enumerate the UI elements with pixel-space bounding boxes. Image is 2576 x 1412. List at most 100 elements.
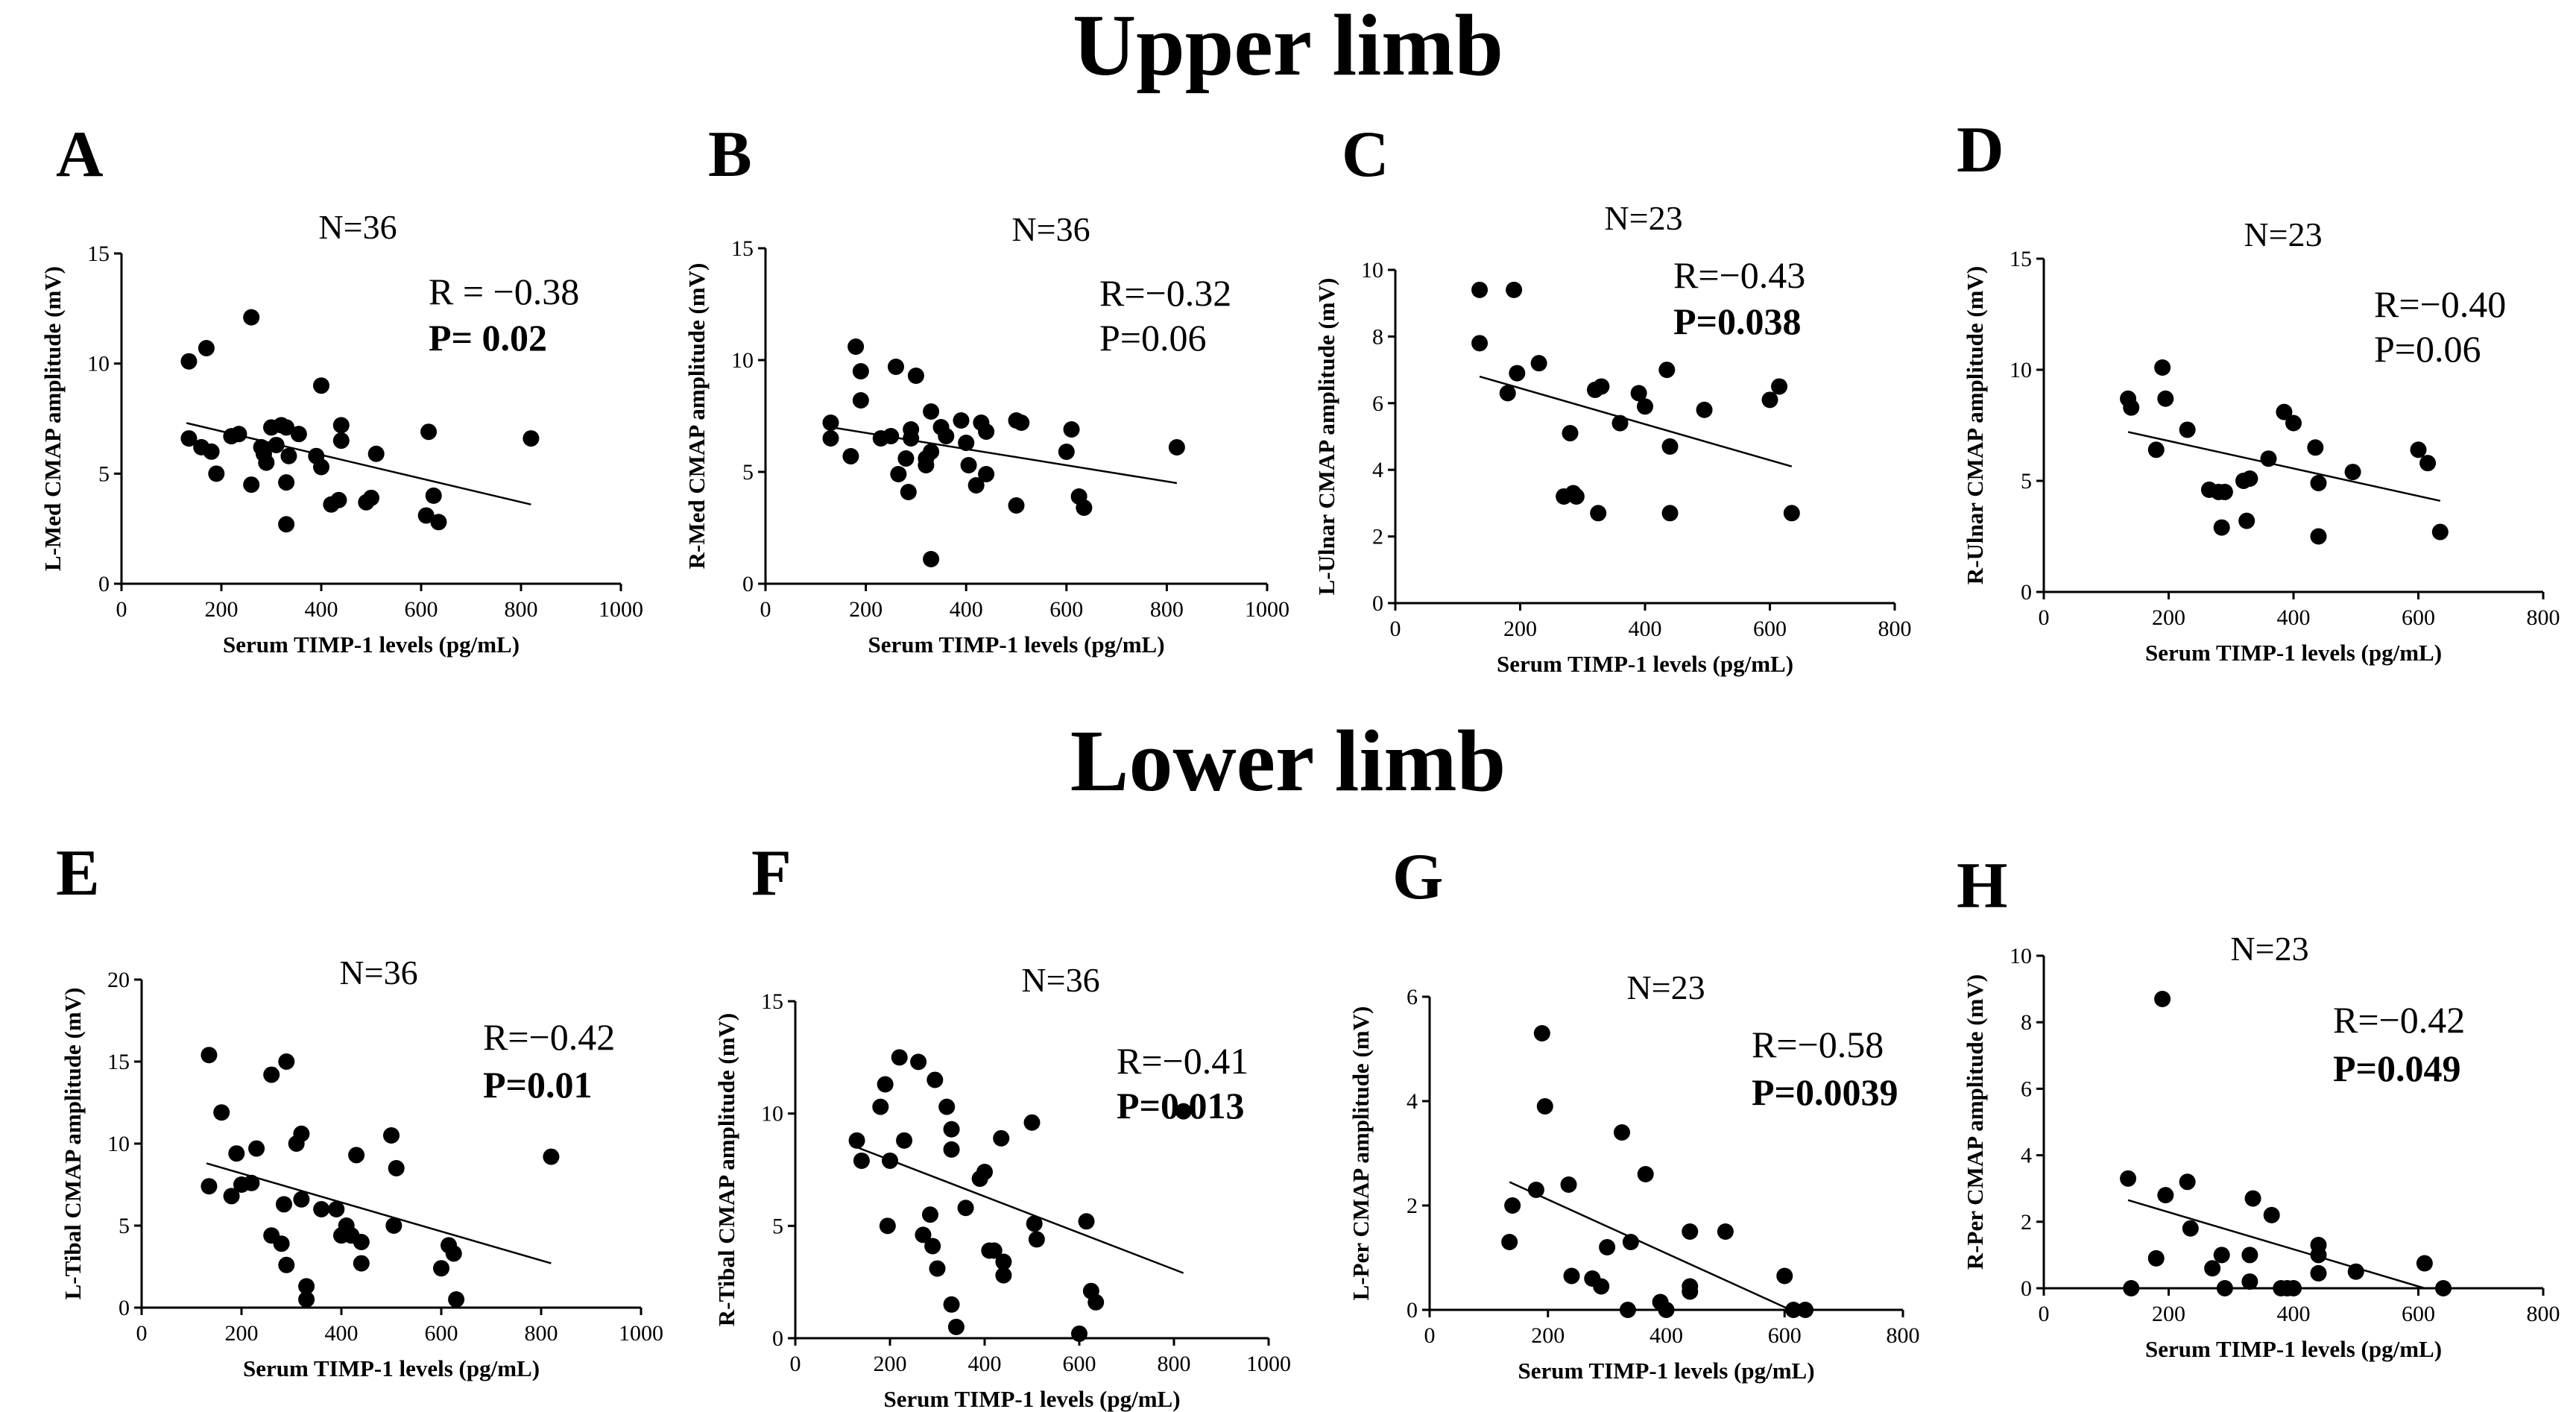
x-axis-label: Serum TIMP-1 levels (pg/mL) <box>868 631 1164 658</box>
data-point <box>995 1267 1012 1284</box>
y-axis-label: L-Per CMAP amplitude (mV) <box>1348 1006 1374 1301</box>
data-point <box>248 1140 265 1157</box>
panel-letter: G <box>1392 841 1443 913</box>
data-point <box>926 1071 944 1088</box>
chart-panel-E: E N=36 0 200 400 600 800 1000 0 5 10 15 20 Serum TIMP… <box>56 837 663 1381</box>
data-point <box>213 1104 230 1121</box>
x-tick-label: 400 <box>2277 1302 2311 1326</box>
data-point <box>852 392 869 409</box>
data-point <box>2182 1220 2199 1237</box>
data-point <box>243 1174 260 1191</box>
regression-line <box>1479 375 1793 467</box>
r-value: R=−0.41 <box>1117 1040 1248 1082</box>
data-point <box>853 1152 870 1169</box>
panel-letter: E <box>56 837 100 910</box>
data-point <box>993 1129 1010 1147</box>
y-axis-label: R-Ulnar CMAP amplitude (mV) <box>1962 266 1988 584</box>
p-value: P=0.06 <box>1099 317 1207 359</box>
y-tick-label: 10 <box>761 1102 783 1126</box>
r-value: R = −0.38 <box>429 271 579 312</box>
y-tick-label: 20 <box>107 968 130 992</box>
data-point <box>433 1260 449 1277</box>
data-point <box>847 338 865 355</box>
data-point <box>2347 1263 2364 1280</box>
data-point <box>848 1132 865 1149</box>
y-tick-label: 8 <box>1372 324 1383 349</box>
regression-line <box>1509 1181 1791 1311</box>
data-point <box>2241 470 2258 488</box>
y-tick-label: 6 <box>1407 985 1418 1009</box>
data-point <box>2213 519 2230 536</box>
data-point <box>2123 399 2140 416</box>
data-point <box>180 430 198 447</box>
x-tick-label: 400 <box>1650 1323 1683 1348</box>
data-point <box>420 423 438 441</box>
data-point <box>2147 441 2165 458</box>
data-point <box>298 1278 315 1295</box>
chart-title: N=23 <box>1604 199 1682 237</box>
data-point <box>1023 1114 1041 1131</box>
data-point <box>915 1226 932 1244</box>
data-point <box>2263 1206 2280 1223</box>
data-point <box>198 339 215 356</box>
data-point <box>278 419 295 436</box>
data-point <box>1593 378 1610 395</box>
data-point <box>2238 512 2255 529</box>
data-point <box>1563 1267 1580 1285</box>
p-value: P=0.0039 <box>1752 1071 1898 1113</box>
data-point <box>2154 359 2171 376</box>
data-point <box>1501 1234 1518 1250</box>
x-tick-label: 200 <box>205 597 239 622</box>
y-tick-label: 5 <box>98 461 110 486</box>
data-point <box>278 1053 295 1070</box>
regression-line <box>2127 431 2441 502</box>
y-tick-label: 10 <box>2010 358 2032 382</box>
r-value: R=−0.42 <box>2333 999 2465 1041</box>
data-point <box>448 1291 465 1308</box>
y-axis-label: L-Med CMAP amplitude (mV) <box>40 266 66 571</box>
x-tick-label: 200 <box>2152 1302 2185 1326</box>
data-point <box>2419 455 2437 472</box>
y-tick-label: 4 <box>2021 1144 2032 1168</box>
data-point <box>385 1217 402 1234</box>
data-point <box>1568 488 1585 505</box>
x-tick-label: 400 <box>968 1352 1002 1376</box>
y-tick-label: 0 <box>2021 580 2032 605</box>
y-tick-label: 5 <box>772 1214 783 1238</box>
data-point <box>330 491 347 508</box>
data-point <box>1071 1325 1087 1342</box>
data-point <box>2260 450 2277 467</box>
y-tick-label: 0 <box>742 572 754 596</box>
data-point <box>2120 1170 2137 1187</box>
data-point <box>2213 1246 2230 1264</box>
data-point <box>313 458 329 476</box>
y-tick-label: 15 <box>731 236 754 261</box>
data-point <box>1168 439 1185 456</box>
x-tick-label: 400 <box>305 597 338 622</box>
data-point <box>293 1191 310 1208</box>
y-tick-label: 2 <box>1407 1194 1418 1218</box>
x-tick-label: 600 <box>1063 1352 1096 1376</box>
data-point <box>275 1196 292 1213</box>
data-point <box>298 1291 315 1308</box>
y-tick-label: 10 <box>1361 258 1383 283</box>
data-point <box>2307 439 2324 456</box>
data-point <box>1717 1223 1734 1240</box>
chart-title: N=23 <box>2244 215 2322 253</box>
p-value: P=0.038 <box>1673 300 1802 342</box>
y-tick-label: 0 <box>1407 1298 1418 1323</box>
x-tick-label: 200 <box>1531 1323 1565 1348</box>
data-point <box>891 1049 908 1066</box>
data-point <box>2179 421 2196 438</box>
y-tick-label: 6 <box>1372 391 1383 416</box>
data-point <box>985 1242 1003 1259</box>
data-point <box>1471 281 1489 298</box>
data-point <box>923 444 940 460</box>
data-point <box>1533 1025 1550 1041</box>
y-tick-label: 0 <box>2021 1276 2032 1301</box>
y-tick-label: 4 <box>1372 458 1383 482</box>
y-tick-label: 4 <box>1407 1089 1418 1114</box>
data-point <box>2157 390 2174 407</box>
